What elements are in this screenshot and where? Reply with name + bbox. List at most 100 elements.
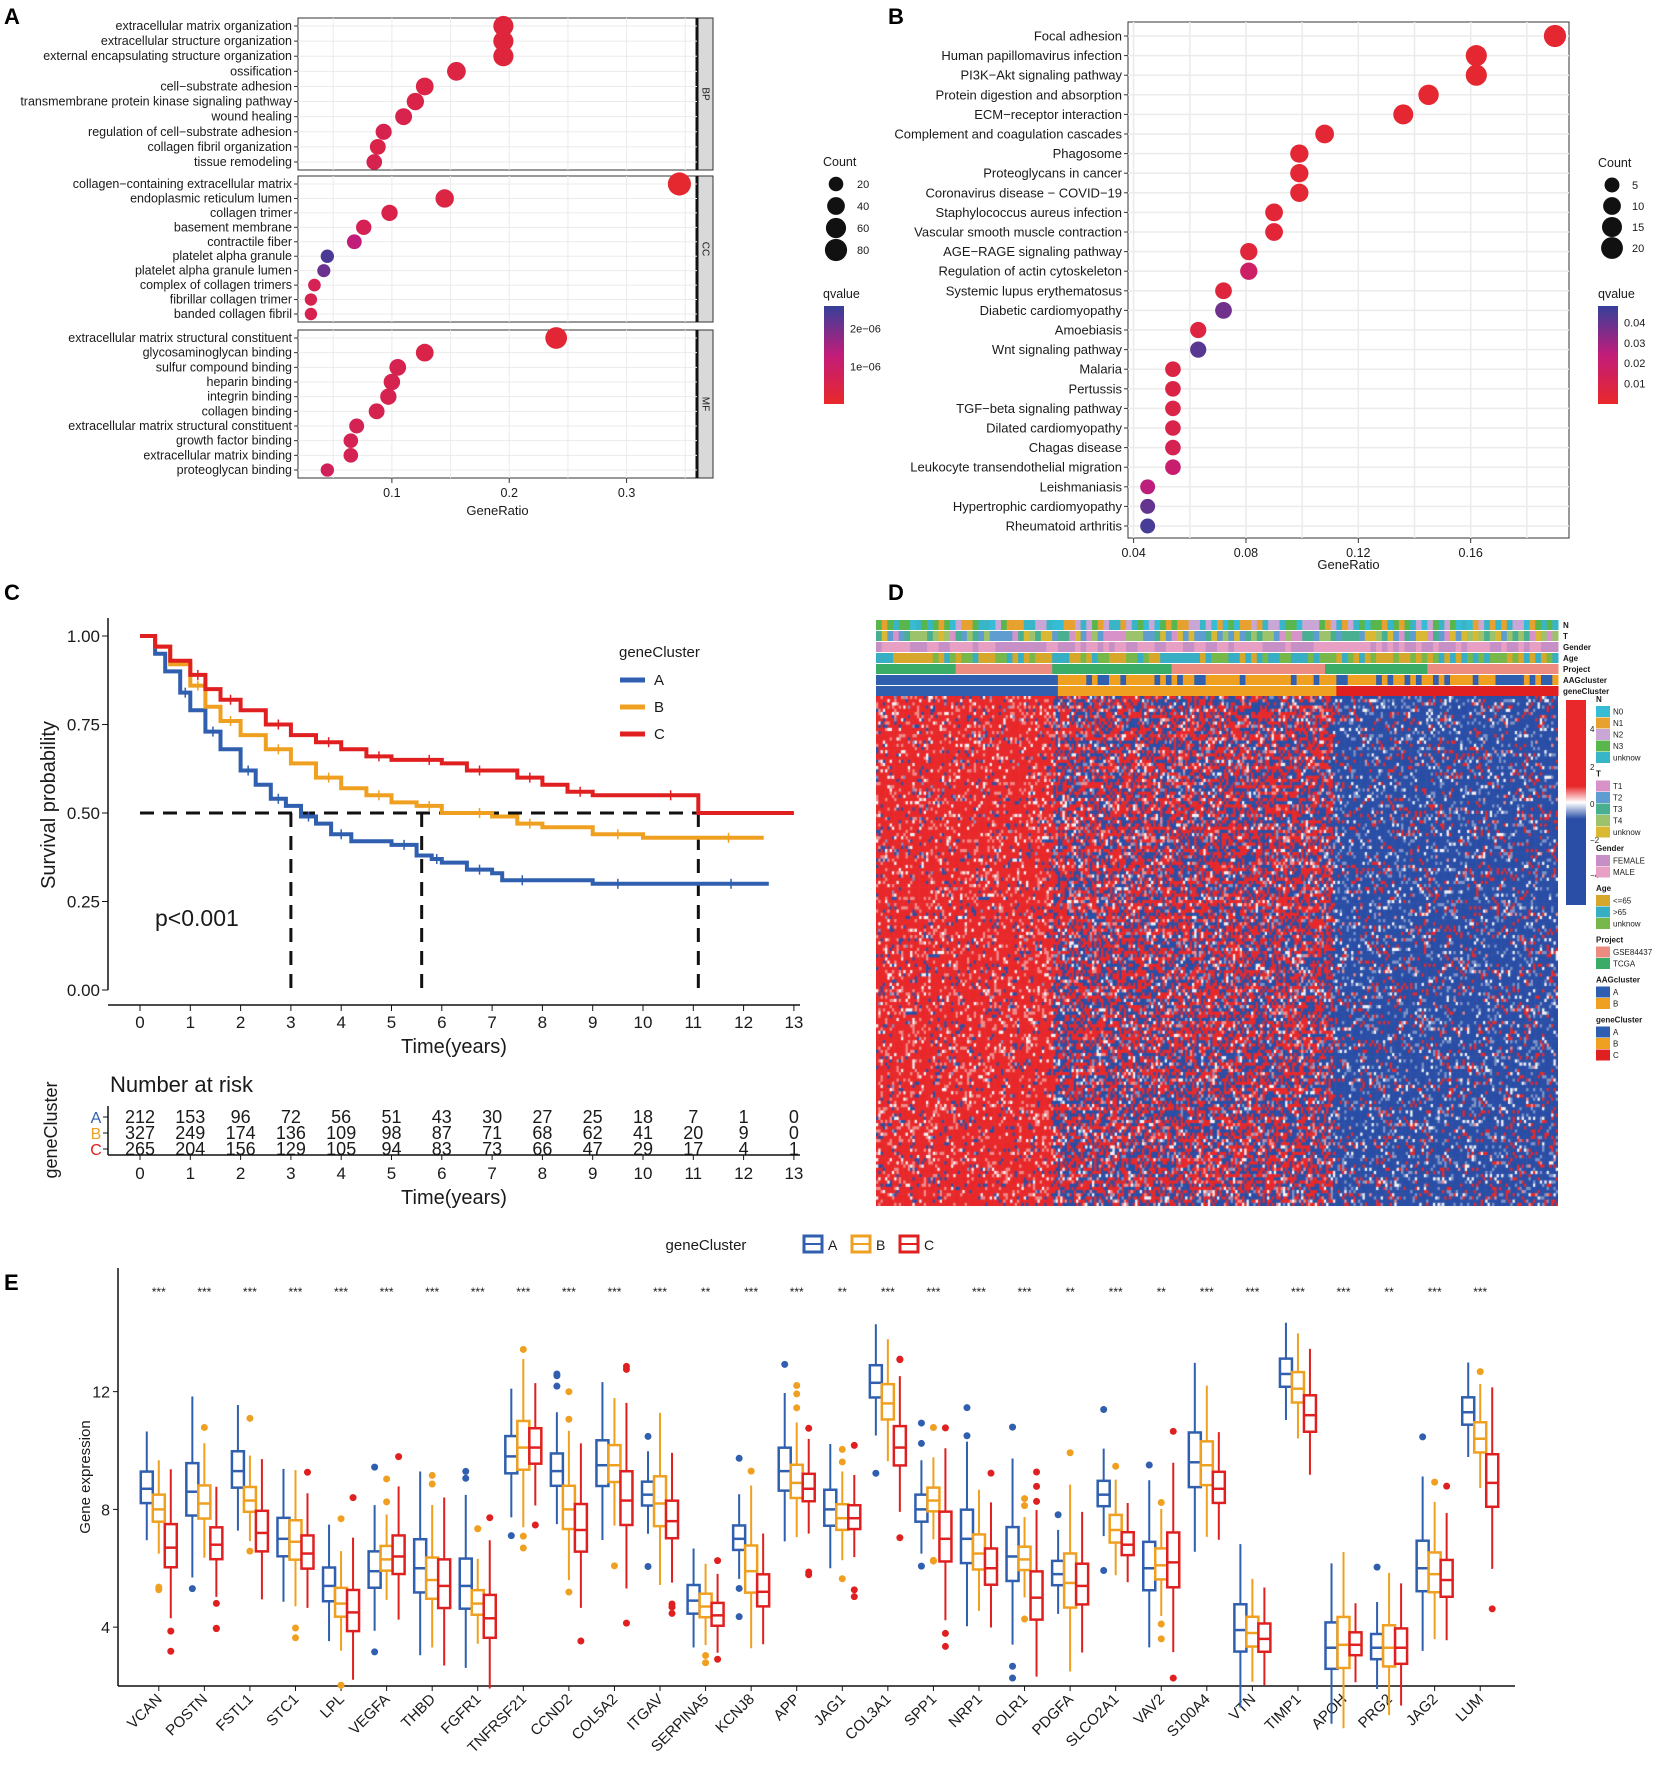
- annotation-cell: [1285, 686, 1292, 696]
- annotation-cell: [1432, 620, 1440, 630]
- x-tick-label: 0.2: [501, 486, 518, 500]
- annotation-cell: [1427, 631, 1434, 641]
- annotation-cell: [1478, 653, 1485, 663]
- annotation-cell: [1109, 642, 1116, 652]
- x-axis-title: GeneRatio: [466, 503, 528, 518]
- annotation-cell: [1052, 664, 1059, 674]
- annotation-cell: [1438, 686, 1445, 696]
- annotation-cell: [955, 664, 962, 674]
- significance-label: ***: [1109, 1285, 1123, 1299]
- annotation-cell: [921, 686, 928, 696]
- annotation-cell: [1523, 675, 1531, 685]
- colorbar-label: 4: [1590, 725, 1595, 734]
- annotation-cell: [1211, 686, 1218, 696]
- term-label: Focal adhesion: [1034, 29, 1122, 44]
- annotation-cell: [1330, 631, 1337, 641]
- risk-count: 105: [326, 1139, 356, 1159]
- annotation-cell: [1410, 664, 1417, 674]
- legend-swatch: [1596, 998, 1610, 1009]
- annotation-cell: [1069, 664, 1076, 674]
- box: [1199, 1440, 1215, 1487]
- box: [1336, 1615, 1351, 1670]
- box-kcnj8-a: [731, 1454, 747, 1621]
- risk-count: 62: [583, 1123, 603, 1143]
- dot: [346, 234, 362, 250]
- annotation-cell: [1398, 664, 1406, 674]
- term-label: Malaria: [1079, 362, 1122, 377]
- dot: [667, 172, 691, 196]
- annotation-cell: [1279, 653, 1286, 663]
- outlier: [1033, 1482, 1041, 1490]
- gene-label: APP: [770, 1691, 803, 1724]
- term-label: Rheumatoid arthritis: [1006, 519, 1123, 534]
- gene-label: TIMP1: [1262, 1691, 1305, 1734]
- annotation-cell: [1029, 620, 1036, 630]
- annotation-cell: [1484, 653, 1491, 663]
- annotation-cell: [1091, 631, 1099, 641]
- annotation-cell: [1177, 642, 1184, 652]
- annotation-cell: [1228, 642, 1235, 652]
- annotation-cell: [915, 675, 922, 685]
- legend-swatch: [1596, 906, 1610, 918]
- gene-label: LUM: [1453, 1691, 1487, 1725]
- term-label: sulfur compound binding: [156, 360, 292, 374]
- outlier: [383, 1475, 391, 1483]
- box-vtn-c: [1257, 1587, 1272, 1686]
- annotation-cell: [1330, 620, 1337, 630]
- term-label: extracellular structure organization: [101, 34, 292, 48]
- annotation-track-aagcluster: [876, 675, 1559, 685]
- box-thbd-b: [424, 1471, 440, 1648]
- outlier: [553, 1372, 561, 1380]
- outlier: [805, 1571, 813, 1579]
- annotation-cell: [1285, 620, 1292, 630]
- annotation-cell: [1540, 653, 1548, 663]
- term-label: Systemic lupus erythematosus: [946, 283, 1123, 298]
- annotation-cell: [1529, 675, 1536, 685]
- term-label: Coronavirus disease − COVID−19: [925, 185, 1122, 200]
- annotation-cell: [1251, 620, 1258, 630]
- annotation-cell: [921, 653, 928, 663]
- annotation-cell: [1120, 664, 1127, 674]
- annotation-cell: [1262, 653, 1269, 663]
- x-tick-label: 0.1: [383, 486, 400, 500]
- risk-x-tick-label: 5: [387, 1164, 396, 1183]
- legend-label: B: [1613, 1000, 1618, 1009]
- annotation-cell: [887, 675, 894, 685]
- annotation-cell: [1165, 631, 1173, 641]
- box: [573, 1502, 589, 1553]
- annotation-cell: [1035, 686, 1042, 696]
- box: [1154, 1547, 1169, 1581]
- annotation-cell: [1387, 653, 1394, 663]
- box-postn-c: [209, 1486, 224, 1633]
- annotation-cell: [1182, 631, 1190, 641]
- outlier: [167, 1627, 175, 1635]
- risk-count: 66: [532, 1139, 552, 1159]
- term-label: Proteoglycans in cancer: [983, 166, 1122, 181]
- annotation-cell: [1342, 620, 1349, 630]
- outlier: [428, 1480, 436, 1488]
- box-col3a1-a: [868, 1324, 884, 1477]
- dot: [366, 154, 383, 170]
- box: [1257, 1622, 1272, 1654]
- term-label: endoplasmic reticulum lumen: [130, 191, 292, 205]
- annotation-cell: [876, 675, 883, 685]
- annotation-cell: [1091, 664, 1099, 674]
- dot: [1265, 223, 1283, 241]
- annotation-cell: [1364, 675, 1371, 685]
- x-tick-label: 0.12: [1346, 546, 1370, 560]
- annotation-cell: [1154, 653, 1161, 663]
- annotation-cell: [1057, 620, 1065, 630]
- box-apoh-b: [1336, 1552, 1351, 1729]
- annotation-cell: [1455, 631, 1462, 641]
- box-lpl-a: [321, 1524, 337, 1642]
- annotation-cell: [1273, 675, 1281, 685]
- annotation-cell: [1160, 664, 1167, 674]
- box-nrp1-b: [971, 1489, 987, 1611]
- annotation-cell: [1472, 675, 1479, 685]
- annotation-cell: [1461, 686, 1468, 696]
- annotation-cell: [881, 653, 888, 663]
- risk-x-tick-label: 4: [336, 1164, 345, 1183]
- annotation-cell: [1296, 653, 1303, 663]
- outlier: [838, 1458, 846, 1466]
